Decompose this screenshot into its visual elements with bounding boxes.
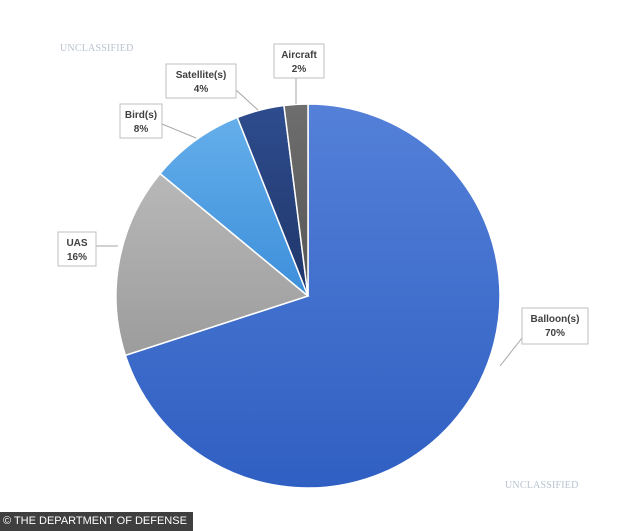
pie-slice-balloon-s [124,103,501,489]
leader-line [161,123,197,139]
data-label-percent: 16% [67,252,87,263]
leader-line [499,337,523,367]
data-label-box [119,103,163,139]
data-label-percent: 8% [134,124,149,135]
data-label-box [273,43,325,79]
image-credit: © THE DEPARTMENT OF DEFENSE [0,512,193,531]
data-label-box [57,231,97,267]
pie-slice-bird-s [159,116,309,297]
pie-slice-uas [115,172,310,357]
data-label-uas: UAS 16% [57,231,97,267]
leader-line [235,89,259,111]
data-label-box [165,63,237,99]
data-label-category: Satellite(s) [176,70,227,81]
data-label-category: Aircraft [281,50,317,61]
data-label-category: Balloon(s) [531,314,580,325]
data-label-percent: 4% [194,84,209,95]
data-label-satellite-s: Satellite(s) 4% [165,63,237,99]
data-label-aircraft: Aircraft 2% [273,43,325,79]
data-label-percent: 2% [292,64,307,75]
data-label-box [521,307,589,345]
data-label-bird-s: Bird(s) 8% [119,103,163,139]
classification-marking-bottom: UNCLASSIFIED [505,480,579,491]
data-label-percent: 70% [545,328,565,339]
classification-marking-top: UNCLASSIFIED [60,43,134,54]
pie-slice-aircraft [283,103,309,297]
data-label-category: UAS [66,238,87,249]
data-label-category: Bird(s) [125,110,157,121]
data-label-balloon-s: Balloon(s) 70% [521,307,589,345]
